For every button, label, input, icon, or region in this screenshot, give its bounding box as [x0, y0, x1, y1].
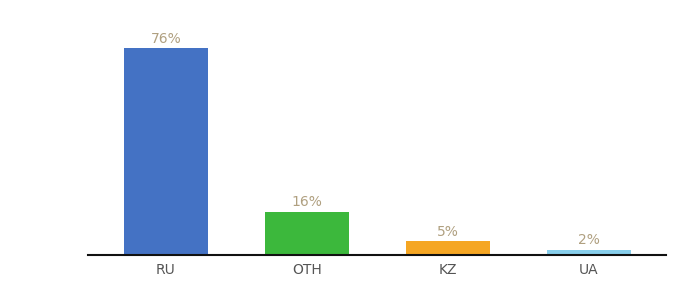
- Text: 5%: 5%: [437, 225, 459, 239]
- Text: 76%: 76%: [150, 32, 182, 46]
- Bar: [265, 212, 350, 255]
- Text: 16%: 16%: [292, 195, 322, 209]
- Bar: [124, 49, 208, 255]
- Bar: [547, 250, 631, 255]
- Text: 2%: 2%: [578, 233, 600, 247]
- Bar: [405, 242, 490, 255]
